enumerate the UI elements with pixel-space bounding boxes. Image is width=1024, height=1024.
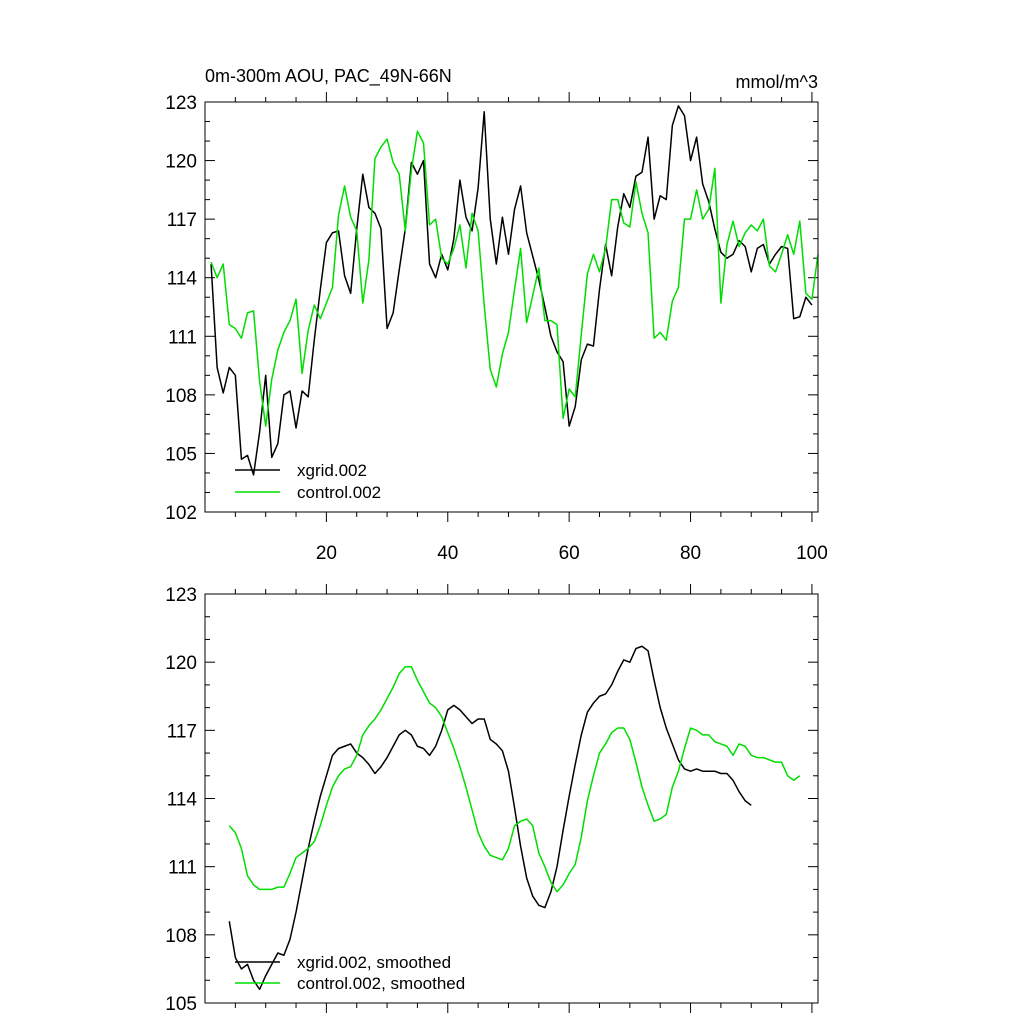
top-series bbox=[210, 105, 819, 476]
y-tick-label: 102 bbox=[165, 503, 197, 524]
y-tick-label: 117 bbox=[167, 210, 197, 231]
y-tick-label: 117 bbox=[167, 721, 197, 742]
bottom-series bbox=[228, 645, 801, 991]
x-tick-label: 20 bbox=[316, 543, 337, 564]
x-tick-label: 40 bbox=[437, 543, 458, 564]
top-chart-title: 0m-300m AOU, PAC_49N-66N bbox=[205, 66, 452, 87]
series-line-xgrid-002 bbox=[210, 105, 813, 476]
series-line-control-002-smoothed bbox=[228, 665, 801, 893]
y-tick-label: 105 bbox=[165, 444, 197, 465]
x-tick-label: 80 bbox=[680, 543, 701, 564]
series-line-xgrid-002-smoothed bbox=[228, 645, 752, 991]
series-line-control-002 bbox=[210, 130, 819, 427]
top-legend: xgrid.002 control.002 bbox=[235, 461, 381, 502]
legend-label-control-smoothed: control.002, smoothed bbox=[297, 974, 465, 993]
top-chart-units: mmol/m^3 bbox=[736, 72, 818, 92]
y-tick-label: 108 bbox=[165, 386, 197, 407]
y-tick-label: 111 bbox=[168, 858, 197, 879]
legend-label-xgrid-smoothed: xgrid.002, smoothed bbox=[297, 953, 451, 972]
y-tick-label: 114 bbox=[167, 269, 198, 290]
top-axis-ticks: 102 105 108 111 114 117 120 123 20 40 60 80 100 bbox=[165, 92, 828, 564]
y-tick-label: 120 bbox=[165, 152, 197, 173]
y-tick-label: 123 bbox=[165, 93, 197, 114]
legend-label-xgrid: xgrid.002 bbox=[297, 461, 367, 480]
bottom-panel: 105 108 111 114 117 120 123 xgrid.002, smoothe… bbox=[165, 584, 819, 1015]
y-tick-label: 114 bbox=[167, 790, 198, 811]
bottom-axis-ticks: 105 108 111 114 117 120 123 bbox=[165, 584, 818, 1015]
x-tick-label: 100 bbox=[796, 543, 828, 564]
y-tick-label: 123 bbox=[165, 585, 197, 606]
bottom-plot-frame bbox=[204, 593, 819, 1004]
y-tick-label: 108 bbox=[165, 926, 197, 947]
bottom-legend: xgrid.002, smoothed control.002, smoothe… bbox=[235, 953, 465, 993]
top-panel: 0m-300m AOU, PAC_49N-66N mmol/m^3 102 105… bbox=[165, 66, 827, 564]
x-tick-label: 60 bbox=[559, 543, 580, 564]
legend-label-control: control.002 bbox=[297, 483, 381, 502]
y-tick-label: 105 bbox=[165, 994, 197, 1015]
y-tick-label: 120 bbox=[165, 653, 197, 674]
top-plot-frame bbox=[204, 101, 819, 513]
y-tick-label: 111 bbox=[168, 327, 197, 348]
